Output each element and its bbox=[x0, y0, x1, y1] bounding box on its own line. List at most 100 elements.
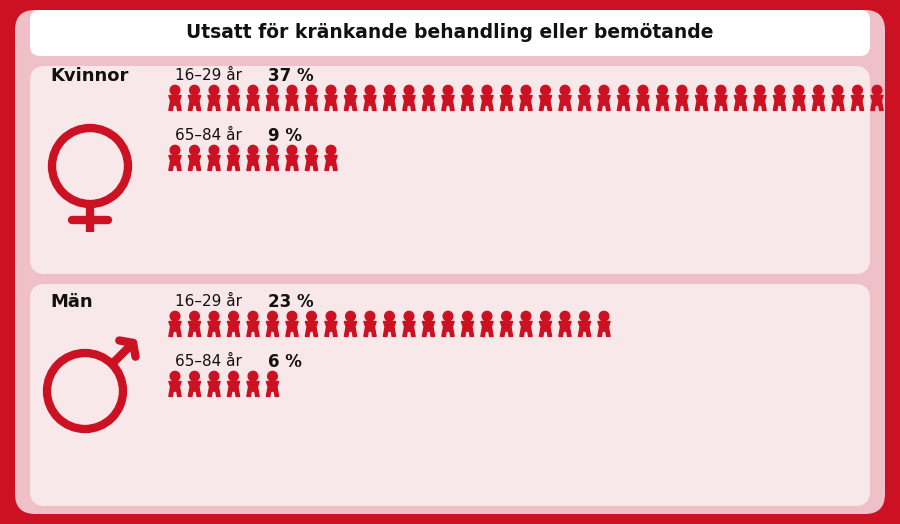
Circle shape bbox=[541, 85, 550, 95]
Polygon shape bbox=[851, 95, 864, 111]
Circle shape bbox=[521, 85, 531, 95]
Polygon shape bbox=[345, 322, 356, 336]
Circle shape bbox=[170, 145, 180, 155]
Text: Kvinnor: Kvinnor bbox=[50, 67, 129, 85]
Polygon shape bbox=[696, 95, 707, 111]
Polygon shape bbox=[247, 95, 259, 111]
Polygon shape bbox=[598, 322, 610, 336]
Polygon shape bbox=[325, 322, 338, 336]
Circle shape bbox=[209, 372, 219, 381]
Polygon shape bbox=[656, 95, 669, 111]
Polygon shape bbox=[345, 95, 356, 111]
Polygon shape bbox=[559, 95, 572, 111]
Circle shape bbox=[170, 85, 180, 95]
Circle shape bbox=[384, 85, 394, 95]
Circle shape bbox=[346, 85, 356, 95]
Polygon shape bbox=[286, 156, 298, 170]
Polygon shape bbox=[422, 95, 435, 111]
Polygon shape bbox=[364, 322, 376, 336]
Circle shape bbox=[560, 85, 570, 95]
Polygon shape bbox=[579, 95, 590, 111]
Polygon shape bbox=[247, 156, 259, 170]
Circle shape bbox=[267, 85, 277, 95]
Polygon shape bbox=[305, 95, 318, 111]
Polygon shape bbox=[188, 381, 201, 397]
Circle shape bbox=[482, 85, 491, 95]
Polygon shape bbox=[500, 95, 513, 111]
Circle shape bbox=[248, 145, 257, 155]
Circle shape bbox=[560, 311, 570, 321]
FancyBboxPatch shape bbox=[30, 284, 870, 506]
Polygon shape bbox=[266, 95, 279, 111]
Polygon shape bbox=[208, 381, 220, 397]
Text: 37 %: 37 % bbox=[268, 67, 313, 85]
Circle shape bbox=[307, 85, 316, 95]
Text: 16–29 år: 16–29 år bbox=[175, 294, 242, 310]
Circle shape bbox=[190, 311, 199, 321]
Circle shape bbox=[501, 85, 511, 95]
Polygon shape bbox=[325, 156, 338, 170]
Polygon shape bbox=[383, 95, 396, 111]
Circle shape bbox=[697, 85, 706, 95]
Polygon shape bbox=[539, 322, 552, 336]
Text: 65–84 år: 65–84 år bbox=[175, 128, 242, 144]
Polygon shape bbox=[422, 322, 435, 336]
Text: 9 %: 9 % bbox=[268, 127, 302, 145]
Circle shape bbox=[424, 311, 433, 321]
Circle shape bbox=[384, 311, 394, 321]
Circle shape bbox=[443, 311, 453, 321]
Text: Män: Män bbox=[50, 293, 93, 311]
Circle shape bbox=[209, 311, 219, 321]
Circle shape bbox=[267, 311, 277, 321]
Polygon shape bbox=[325, 95, 338, 111]
Polygon shape bbox=[169, 381, 181, 397]
Polygon shape bbox=[500, 322, 513, 336]
Polygon shape bbox=[228, 381, 239, 397]
Polygon shape bbox=[188, 95, 201, 111]
Circle shape bbox=[209, 85, 219, 95]
Circle shape bbox=[424, 85, 433, 95]
Circle shape bbox=[365, 85, 374, 95]
Text: 23 %: 23 % bbox=[268, 293, 313, 311]
Polygon shape bbox=[228, 95, 239, 111]
Circle shape bbox=[852, 85, 862, 95]
Polygon shape bbox=[481, 95, 493, 111]
Polygon shape bbox=[734, 95, 747, 111]
Circle shape bbox=[443, 85, 453, 95]
Polygon shape bbox=[305, 322, 318, 336]
Polygon shape bbox=[208, 95, 220, 111]
Polygon shape bbox=[228, 156, 239, 170]
Circle shape bbox=[775, 85, 784, 95]
Polygon shape bbox=[286, 322, 298, 336]
Polygon shape bbox=[169, 95, 181, 111]
Polygon shape bbox=[715, 95, 727, 111]
Circle shape bbox=[346, 311, 356, 321]
Polygon shape bbox=[188, 156, 201, 170]
Circle shape bbox=[326, 145, 336, 155]
Circle shape bbox=[170, 372, 180, 381]
Circle shape bbox=[580, 85, 590, 95]
Polygon shape bbox=[617, 95, 630, 111]
Circle shape bbox=[599, 85, 608, 95]
Circle shape bbox=[755, 85, 765, 95]
Polygon shape bbox=[188, 322, 201, 336]
Circle shape bbox=[229, 372, 238, 381]
Circle shape bbox=[541, 311, 550, 321]
Circle shape bbox=[307, 145, 316, 155]
Text: 65–84 år: 65–84 år bbox=[175, 355, 242, 369]
Text: 6 %: 6 % bbox=[268, 353, 302, 371]
Circle shape bbox=[287, 85, 297, 95]
Polygon shape bbox=[637, 95, 649, 111]
Polygon shape bbox=[793, 95, 806, 111]
Polygon shape bbox=[266, 156, 279, 170]
Text: 16–29 år: 16–29 år bbox=[175, 69, 242, 83]
Circle shape bbox=[307, 311, 316, 321]
Circle shape bbox=[248, 372, 257, 381]
Polygon shape bbox=[247, 322, 259, 336]
Circle shape bbox=[190, 372, 199, 381]
Circle shape bbox=[463, 311, 473, 321]
Polygon shape bbox=[403, 322, 415, 336]
Polygon shape bbox=[520, 322, 532, 336]
Circle shape bbox=[482, 311, 491, 321]
Circle shape bbox=[209, 145, 219, 155]
